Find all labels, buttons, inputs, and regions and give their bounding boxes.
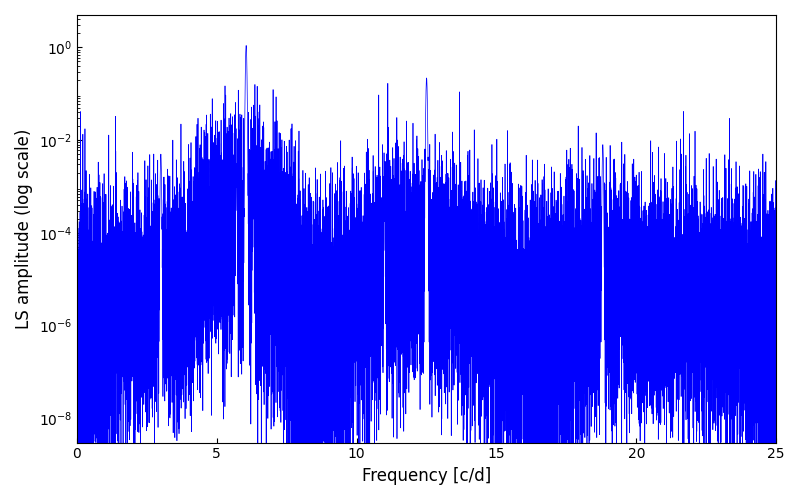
X-axis label: Frequency [c/d]: Frequency [c/d] bbox=[362, 467, 491, 485]
Y-axis label: LS amplitude (log scale): LS amplitude (log scale) bbox=[15, 128, 33, 329]
